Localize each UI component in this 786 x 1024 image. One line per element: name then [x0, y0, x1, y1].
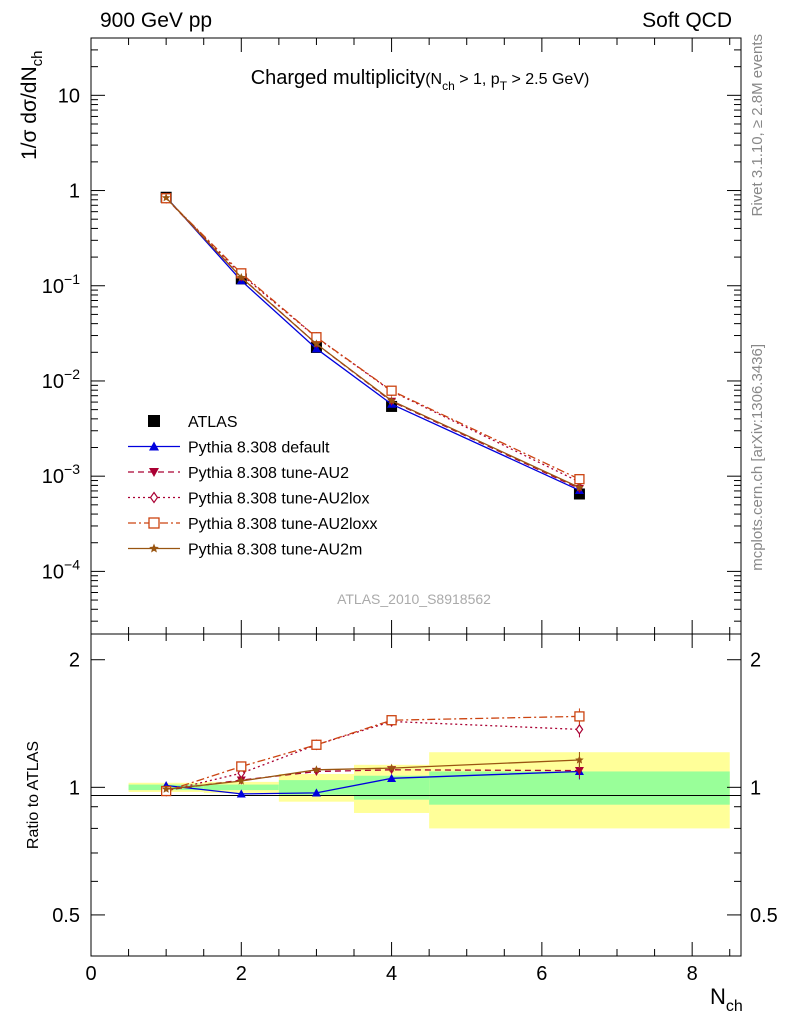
ratio-series-4-point: [575, 755, 584, 764]
main-y-tick-label: 1: [69, 181, 80, 203]
ratio-band-stat: [203, 784, 279, 791]
main-y-axis-label: 1/σ dσ/dNch: [18, 51, 46, 160]
x-axis-label: Nch: [710, 984, 743, 1015]
series-4-point: [386, 385, 397, 396]
ratio-plot-panel: 0.5 0.5 1 1 2 2 0 2 4 6 8 Ratio to ATLAS Nch: [25, 633, 778, 1015]
legend-label: Pythia 8.308 default: [188, 440, 330, 457]
series-5-point: [237, 273, 246, 282]
ratio-series-3-line: [165, 715, 580, 792]
ratio-series-3-point: [386, 715, 397, 726]
legend-label: ATLAS: [188, 414, 238, 431]
main-plot-panel: 10 1 10−1 10−2 10−3 10−4 Charged multiplicity…: [18, 37, 742, 635]
ratio-y-tick-label-left: 0.5: [52, 905, 80, 927]
ratio-series-0-point: [236, 789, 246, 798]
ratio-series-3-point: [311, 739, 322, 750]
main-y-tick-label: 10: [58, 85, 80, 107]
legend-label: Pythia 8.308 tune-AU2m: [188, 542, 362, 559]
legend-label: Pythia 8.308 tune-AU2loxx: [188, 516, 377, 533]
ratio-series-3-point: [574, 711, 585, 722]
main-y-tick-label: 10−1: [42, 271, 80, 298]
ratio-band-stat: [278, 780, 355, 795]
legend-marker: [148, 415, 160, 427]
x-tick-label: 8: [687, 963, 698, 985]
main-y-tick-label: 10−3: [42, 461, 80, 488]
x-tick-label: 6: [536, 963, 547, 985]
x-tick-label: 2: [236, 963, 247, 985]
ratio-y-tick-label-right: 2: [750, 650, 761, 672]
ratio-series-4-point: [161, 784, 171, 793]
series-4-point: [574, 474, 585, 485]
legend-label: Pythia 8.308 tune-AU2lox: [188, 491, 369, 508]
side-text-upper: Rivet 3.1.10, ≥ 2.8M events: [749, 34, 766, 217]
x-tick-label: 0: [85, 963, 96, 985]
ratio-series-2-point: [575, 723, 584, 735]
analysis-id-label: ATLAS_2010_S8918562: [337, 591, 491, 607]
ratio-plot-frame: [90, 633, 742, 957]
series-5-point: [575, 483, 584, 492]
header-right: Soft QCD: [642, 9, 732, 32]
legend-marker: [149, 468, 159, 477]
ratio-series-0-point: [311, 788, 321, 797]
series-5-point: [387, 396, 396, 405]
main-title-cut: (Nch > 1, pT > 2.5 GeV): [425, 71, 589, 93]
legend-marker: [148, 517, 160, 529]
ratio-y-tick-label-left: 2: [69, 650, 80, 672]
ratio-series-3-point: [236, 761, 247, 772]
ratio-series-0-point: [387, 773, 397, 782]
ratio-series-2-line: [165, 720, 580, 792]
side-text-lower: mcplots.cern.ch [arXiv:1306.3436]: [749, 344, 766, 571]
ratio-series-1-point: [574, 767, 584, 776]
ratio-y-tick-label-right: 0.5: [750, 905, 778, 927]
series-5-point: [312, 339, 321, 348]
legend-marker: [149, 543, 159, 553]
main-y-tick-label: 10−2: [42, 366, 80, 393]
ratio-y-axis-label: Ratio to ATLAS: [25, 741, 42, 849]
header-left: 900 GeV pp: [100, 9, 212, 32]
legend-marker: [149, 441, 159, 451]
main-plot-title: Charged multiplicity(Nch > 1, pT > 2.5 G…: [251, 67, 590, 93]
ratio-y-tick-label-left: 1: [69, 777, 80, 799]
series-0-point: [573, 488, 585, 500]
legend: ATLAS Pythia 8.308 default Pythia 8.308 tu…: [128, 414, 377, 559]
legend-marker: [149, 491, 159, 504]
ratio-y-tick-label-right: 1: [750, 777, 761, 799]
series-4-line: [165, 197, 580, 480]
x-tick-label: 4: [386, 963, 397, 985]
main-title-text: Charged multiplicity: [251, 67, 426, 89]
series-5-point: [161, 193, 171, 202]
main-y-tick-label: 10−4: [42, 556, 80, 583]
ratio-series-4-point: [387, 763, 396, 772]
ratio-series-4-point: [237, 776, 246, 785]
legend-label: Pythia 8.308 tune-AU2: [188, 465, 349, 482]
ratio-series-4-point: [312, 765, 321, 774]
